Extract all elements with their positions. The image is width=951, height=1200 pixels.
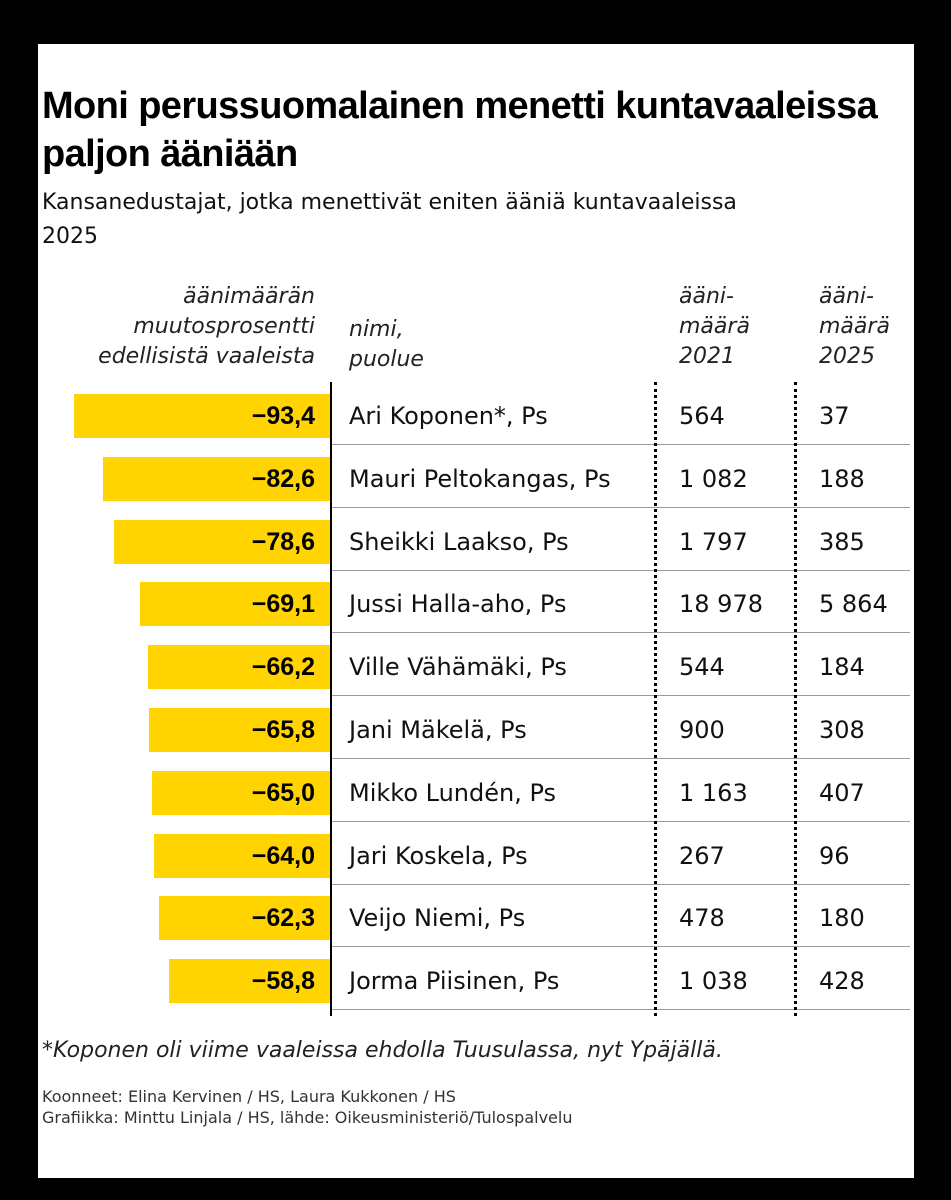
row-divider	[332, 444, 910, 445]
candidate-name: Jari Koskela, Ps	[349, 841, 528, 870]
footnote: *Koponen oli viime vaaleissa ehdolla Tuu…	[42, 1038, 723, 1063]
votes-2025-cell: 428	[819, 967, 865, 996]
change-bar	[158, 896, 330, 941]
table-row: −69,1 Jussi Halla-aho, Ps 18 978 5 864	[38, 570, 914, 634]
candidate-name: Jussi Halla-aho, Ps	[349, 590, 567, 619]
votes-2021-cell: 267	[679, 841, 725, 870]
chart-rows: −93,4 Ari Koponen*, Ps 564 37 −82,6 Mauri Pel…	[38, 382, 914, 1022]
header-change-percent: äänimäärän muutosprosentti edellisistä v…	[98, 284, 315, 369]
column-divider-2021	[654, 382, 657, 1016]
change-value-label: −65,8	[251, 716, 315, 744]
header-votes-2021: ääni- määrä 2021	[679, 284, 750, 369]
row-divider	[332, 820, 910, 822]
change-bar	[114, 519, 330, 564]
row-divider	[332, 569, 910, 571]
change-value-label: −78,6	[251, 527, 315, 556]
candidate-name: Jorma Piisinen, Ps	[349, 967, 560, 996]
table-row: −65,8 Jani Mäkelä, Ps 900 308	[38, 696, 914, 759]
candidate-name: Veijo Niemi, Ps	[349, 904, 526, 933]
column-divider-2025	[794, 382, 797, 1016]
votes-2025-cell: 184	[819, 653, 865, 682]
change-bar	[151, 770, 330, 815]
change-value-label: −93,4	[251, 402, 315, 430]
votes-2025-cell: 385	[819, 527, 865, 556]
table-row: −64,0 Jari Koskela, Ps 267 96	[38, 822, 914, 885]
votes-2025-cell: 96	[819, 841, 850, 870]
votes-2025-cell: 407	[819, 778, 865, 807]
candidate-name: Sheikki Laakso, Ps	[349, 527, 569, 556]
table-row: −62,3 Veijo Niemi, Ps 478 180	[38, 884, 914, 948]
change-bar	[149, 708, 330, 752]
row-divider	[332, 1009, 910, 1011]
votes-2025-cell: 5 864	[819, 590, 888, 619]
votes-2025-cell: 188	[819, 464, 865, 493]
votes-2021-cell: 900	[679, 716, 725, 744]
change-bar	[148, 645, 330, 690]
votes-2021-cell: 1 082	[679, 464, 748, 493]
votes-2025-cell: 308	[819, 716, 865, 744]
table-row: −58,8 Jorma Piisinen, Ps 1 038 428	[38, 947, 914, 1011]
votes-2021-cell: 544	[679, 653, 725, 682]
row-divider	[332, 695, 910, 697]
votes-2021-cell: 1 038	[679, 967, 748, 996]
candidate-name: Mikko Lundén, Ps	[349, 778, 557, 807]
header-votes-2025: ääni- määrä 2025	[819, 284, 890, 369]
infographic-card: Moni perussuomalainen menetti kuntavaale…	[38, 44, 914, 1178]
row-divider	[332, 758, 910, 759]
votes-2021-cell: 1 797	[679, 527, 748, 556]
table-row: −78,6 Sheikki Laakso, Ps 1 797 385	[38, 508, 914, 571]
votes-2025-cell: 37	[819, 402, 850, 430]
header-name-party: nimi, puolue	[349, 317, 424, 372]
change-value-label: −62,3	[251, 904, 315, 933]
change-value-label: −58,8	[251, 967, 315, 996]
table-row: −93,4 Ari Koponen*, Ps 564 37	[38, 382, 914, 445]
row-divider	[332, 632, 910, 634]
votes-2025-cell: 180	[819, 904, 865, 933]
table-row: −82,6 Mauri Peltokangas, Ps 1 082 188	[38, 445, 914, 508]
credits: Koonneet: Elina Kervinen / HS, Laura Kuk…	[42, 1086, 902, 1128]
change-value-label: −69,1	[251, 590, 315, 619]
table-row: −65,0 Mikko Lundén, Ps 1 163 407	[38, 759, 914, 822]
votes-2021-cell: 1 163	[679, 778, 748, 807]
change-bar	[154, 833, 330, 878]
votes-2021-cell: 18 978	[679, 590, 763, 619]
change-value-label: −82,6	[251, 464, 315, 493]
zero-axis-line	[330, 382, 332, 1016]
row-divider	[332, 946, 910, 948]
change-value-label: −64,0	[251, 841, 315, 870]
change-bar	[140, 582, 330, 627]
credits-graphics: Grafiikka: Minttu Linjala / HS, lähde: O…	[42, 1108, 573, 1127]
candidate-name: Ville Vähämäki, Ps	[349, 653, 567, 682]
chart-subtitle: Kansanedustajat, jotka menettivät eniten…	[42, 190, 737, 249]
change-bar	[73, 394, 330, 438]
votes-2021-cell: 564	[679, 402, 725, 430]
change-value-label: −66,2	[251, 653, 315, 682]
table-row: −66,2 Ville Vähämäki, Ps 544 184	[38, 633, 914, 697]
row-divider	[332, 506, 910, 508]
candidate-name: Jani Mäkelä, Ps	[349, 716, 527, 744]
credits-compiled: Koonneet: Elina Kervinen / HS, Laura Kuk…	[42, 1087, 456, 1106]
change-bar	[103, 456, 330, 501]
candidate-name: Ari Koponen*, Ps	[349, 402, 548, 430]
change-value-label: −65,0	[251, 778, 315, 807]
change-bar	[168, 959, 330, 1004]
row-divider	[332, 883, 910, 885]
candidate-name: Mauri Peltokangas, Ps	[349, 464, 611, 493]
chart-title: Moni perussuomalainen menetti kuntavaale…	[42, 85, 878, 175]
votes-2021-cell: 478	[679, 904, 725, 933]
